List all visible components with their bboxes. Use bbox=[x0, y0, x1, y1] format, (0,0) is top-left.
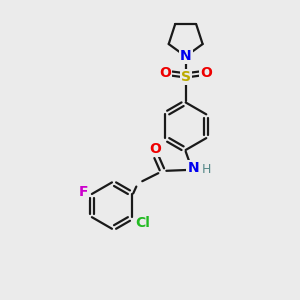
Text: S: S bbox=[181, 70, 191, 84]
Text: O: O bbox=[200, 66, 212, 80]
Text: O: O bbox=[159, 66, 171, 80]
Text: N: N bbox=[187, 161, 199, 176]
Text: N: N bbox=[180, 50, 191, 63]
Text: F: F bbox=[79, 184, 88, 199]
Text: O: O bbox=[149, 142, 161, 156]
Text: H: H bbox=[202, 164, 211, 176]
Text: Cl: Cl bbox=[135, 215, 150, 230]
